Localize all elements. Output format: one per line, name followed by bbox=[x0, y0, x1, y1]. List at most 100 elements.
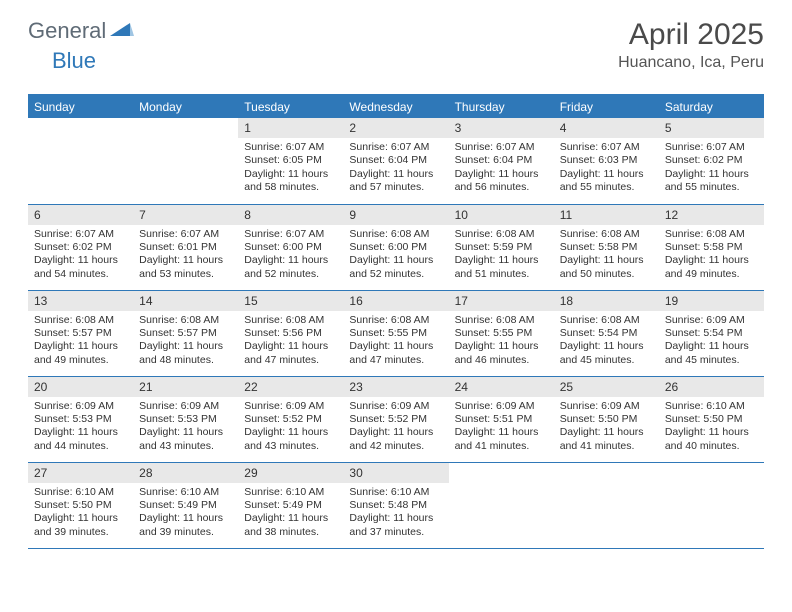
calendar-table: SundayMondayTuesdayWednesdayThursdayFrid… bbox=[28, 94, 764, 549]
location-label: Huancano, Ica, Peru bbox=[618, 54, 764, 72]
day-number: 25 bbox=[554, 377, 659, 397]
day-number: 5 bbox=[659, 118, 764, 138]
day-number: 26 bbox=[659, 377, 764, 397]
day-header: Sunday bbox=[28, 95, 133, 118]
calendar-cell: 17Sunrise: 6:08 AMSunset: 5:55 PMDayligh… bbox=[449, 290, 554, 376]
day-number: 8 bbox=[238, 205, 343, 225]
day-data: Sunrise: 6:10 AMSunset: 5:50 PMDaylight:… bbox=[28, 483, 133, 545]
logo-text-general: General bbox=[28, 18, 106, 44]
calendar-cell: 27Sunrise: 6:10 AMSunset: 5:50 PMDayligh… bbox=[28, 462, 133, 548]
day-header: Wednesday bbox=[343, 95, 448, 118]
day-number: 20 bbox=[28, 377, 133, 397]
day-number: 10 bbox=[449, 205, 554, 225]
day-data: Sunrise: 6:08 AMSunset: 5:57 PMDaylight:… bbox=[28, 311, 133, 373]
calendar-cell bbox=[554, 462, 659, 548]
day-data: Sunrise: 6:08 AMSunset: 5:58 PMDaylight:… bbox=[554, 225, 659, 287]
calendar-row: 20Sunrise: 6:09 AMSunset: 5:53 PMDayligh… bbox=[28, 376, 764, 462]
day-data: Sunrise: 6:08 AMSunset: 5:58 PMDaylight:… bbox=[659, 225, 764, 287]
day-number: 2 bbox=[343, 118, 448, 138]
page-title: April 2025 bbox=[618, 18, 764, 52]
calendar-cell: 15Sunrise: 6:08 AMSunset: 5:56 PMDayligh… bbox=[238, 290, 343, 376]
day-data: Sunrise: 6:08 AMSunset: 5:59 PMDaylight:… bbox=[449, 225, 554, 287]
calendar-cell bbox=[28, 118, 133, 204]
calendar-cell: 3Sunrise: 6:07 AMSunset: 6:04 PMDaylight… bbox=[449, 118, 554, 204]
calendar-cell: 5Sunrise: 6:07 AMSunset: 6:02 PMDaylight… bbox=[659, 118, 764, 204]
day-data: Sunrise: 6:08 AMSunset: 5:54 PMDaylight:… bbox=[554, 311, 659, 373]
calendar-cell: 23Sunrise: 6:09 AMSunset: 5:52 PMDayligh… bbox=[343, 376, 448, 462]
day-data: Sunrise: 6:10 AMSunset: 5:50 PMDaylight:… bbox=[659, 397, 764, 459]
day-header: Friday bbox=[554, 95, 659, 118]
day-data: Sunrise: 6:09 AMSunset: 5:52 PMDaylight:… bbox=[343, 397, 448, 459]
day-number: 22 bbox=[238, 377, 343, 397]
day-data: Sunrise: 6:08 AMSunset: 5:55 PMDaylight:… bbox=[449, 311, 554, 373]
day-number: 28 bbox=[133, 463, 238, 483]
day-header: Tuesday bbox=[238, 95, 343, 118]
calendar-cell: 8Sunrise: 6:07 AMSunset: 6:00 PMDaylight… bbox=[238, 204, 343, 290]
day-header: Monday bbox=[133, 95, 238, 118]
day-data: Sunrise: 6:07 AMSunset: 6:03 PMDaylight:… bbox=[554, 138, 659, 200]
day-number: 15 bbox=[238, 291, 343, 311]
calendar-body: 1Sunrise: 6:07 AMSunset: 6:05 PMDaylight… bbox=[28, 118, 764, 548]
day-number: 23 bbox=[343, 377, 448, 397]
calendar-cell: 9Sunrise: 6:08 AMSunset: 6:00 PMDaylight… bbox=[343, 204, 448, 290]
calendar-cell: 28Sunrise: 6:10 AMSunset: 5:49 PMDayligh… bbox=[133, 462, 238, 548]
calendar-cell: 13Sunrise: 6:08 AMSunset: 5:57 PMDayligh… bbox=[28, 290, 133, 376]
calendar-cell: 7Sunrise: 6:07 AMSunset: 6:01 PMDaylight… bbox=[133, 204, 238, 290]
calendar-cell: 4Sunrise: 6:07 AMSunset: 6:03 PMDaylight… bbox=[554, 118, 659, 204]
logo-triangle-icon bbox=[110, 20, 134, 43]
day-data: Sunrise: 6:07 AMSunset: 6:00 PMDaylight:… bbox=[238, 225, 343, 287]
day-number: 29 bbox=[238, 463, 343, 483]
day-data: Sunrise: 6:07 AMSunset: 6:05 PMDaylight:… bbox=[238, 138, 343, 200]
day-number: 4 bbox=[554, 118, 659, 138]
day-number: 6 bbox=[28, 205, 133, 225]
day-number: 30 bbox=[343, 463, 448, 483]
day-data: Sunrise: 6:10 AMSunset: 5:48 PMDaylight:… bbox=[343, 483, 448, 545]
calendar-cell: 14Sunrise: 6:08 AMSunset: 5:57 PMDayligh… bbox=[133, 290, 238, 376]
calendar-cell: 29Sunrise: 6:10 AMSunset: 5:49 PMDayligh… bbox=[238, 462, 343, 548]
calendar-cell: 2Sunrise: 6:07 AMSunset: 6:04 PMDaylight… bbox=[343, 118, 448, 204]
day-data: Sunrise: 6:09 AMSunset: 5:52 PMDaylight:… bbox=[238, 397, 343, 459]
calendar-cell bbox=[449, 462, 554, 548]
calendar-cell: 24Sunrise: 6:09 AMSunset: 5:51 PMDayligh… bbox=[449, 376, 554, 462]
calendar-cell: 6Sunrise: 6:07 AMSunset: 6:02 PMDaylight… bbox=[28, 204, 133, 290]
calendar-row: 27Sunrise: 6:10 AMSunset: 5:50 PMDayligh… bbox=[28, 462, 764, 548]
day-header: Saturday bbox=[659, 95, 764, 118]
day-data: Sunrise: 6:09 AMSunset: 5:54 PMDaylight:… bbox=[659, 311, 764, 373]
calendar-cell: 22Sunrise: 6:09 AMSunset: 5:52 PMDayligh… bbox=[238, 376, 343, 462]
day-number: 27 bbox=[28, 463, 133, 483]
day-number: 12 bbox=[659, 205, 764, 225]
day-data: Sunrise: 6:08 AMSunset: 6:00 PMDaylight:… bbox=[343, 225, 448, 287]
day-number: 19 bbox=[659, 291, 764, 311]
day-number: 16 bbox=[343, 291, 448, 311]
day-number: 13 bbox=[28, 291, 133, 311]
day-number: 11 bbox=[554, 205, 659, 225]
calendar-cell: 19Sunrise: 6:09 AMSunset: 5:54 PMDayligh… bbox=[659, 290, 764, 376]
day-number: 9 bbox=[343, 205, 448, 225]
day-data: Sunrise: 6:09 AMSunset: 5:53 PMDaylight:… bbox=[28, 397, 133, 459]
logo: General bbox=[28, 18, 136, 44]
calendar-cell: 1Sunrise: 6:07 AMSunset: 6:05 PMDaylight… bbox=[238, 118, 343, 204]
day-data: Sunrise: 6:07 AMSunset: 6:02 PMDaylight:… bbox=[28, 225, 133, 287]
calendar-cell: 10Sunrise: 6:08 AMSunset: 5:59 PMDayligh… bbox=[449, 204, 554, 290]
day-data: Sunrise: 6:07 AMSunset: 6:04 PMDaylight:… bbox=[449, 138, 554, 200]
calendar-cell: 25Sunrise: 6:09 AMSunset: 5:50 PMDayligh… bbox=[554, 376, 659, 462]
day-data: Sunrise: 6:09 AMSunset: 5:53 PMDaylight:… bbox=[133, 397, 238, 459]
calendar-cell bbox=[659, 462, 764, 548]
calendar-cell: 30Sunrise: 6:10 AMSunset: 5:48 PMDayligh… bbox=[343, 462, 448, 548]
calendar-cell: 11Sunrise: 6:08 AMSunset: 5:58 PMDayligh… bbox=[554, 204, 659, 290]
calendar-row: 13Sunrise: 6:08 AMSunset: 5:57 PMDayligh… bbox=[28, 290, 764, 376]
calendar-head: SundayMondayTuesdayWednesdayThursdayFrid… bbox=[28, 95, 764, 118]
day-data: Sunrise: 6:09 AMSunset: 5:50 PMDaylight:… bbox=[554, 397, 659, 459]
day-number: 14 bbox=[133, 291, 238, 311]
day-data: Sunrise: 6:07 AMSunset: 6:02 PMDaylight:… bbox=[659, 138, 764, 200]
title-block: April 2025 Huancano, Ica, Peru bbox=[618, 18, 764, 72]
day-data: Sunrise: 6:08 AMSunset: 5:55 PMDaylight:… bbox=[343, 311, 448, 373]
logo-text-blue: Blue bbox=[52, 48, 96, 74]
calendar-cell: 16Sunrise: 6:08 AMSunset: 5:55 PMDayligh… bbox=[343, 290, 448, 376]
day-data: Sunrise: 6:08 AMSunset: 5:56 PMDaylight:… bbox=[238, 311, 343, 373]
day-number: 1 bbox=[238, 118, 343, 138]
day-data: Sunrise: 6:08 AMSunset: 5:57 PMDaylight:… bbox=[133, 311, 238, 373]
calendar-cell: 20Sunrise: 6:09 AMSunset: 5:53 PMDayligh… bbox=[28, 376, 133, 462]
day-data: Sunrise: 6:07 AMSunset: 6:04 PMDaylight:… bbox=[343, 138, 448, 200]
day-data: Sunrise: 6:10 AMSunset: 5:49 PMDaylight:… bbox=[238, 483, 343, 545]
